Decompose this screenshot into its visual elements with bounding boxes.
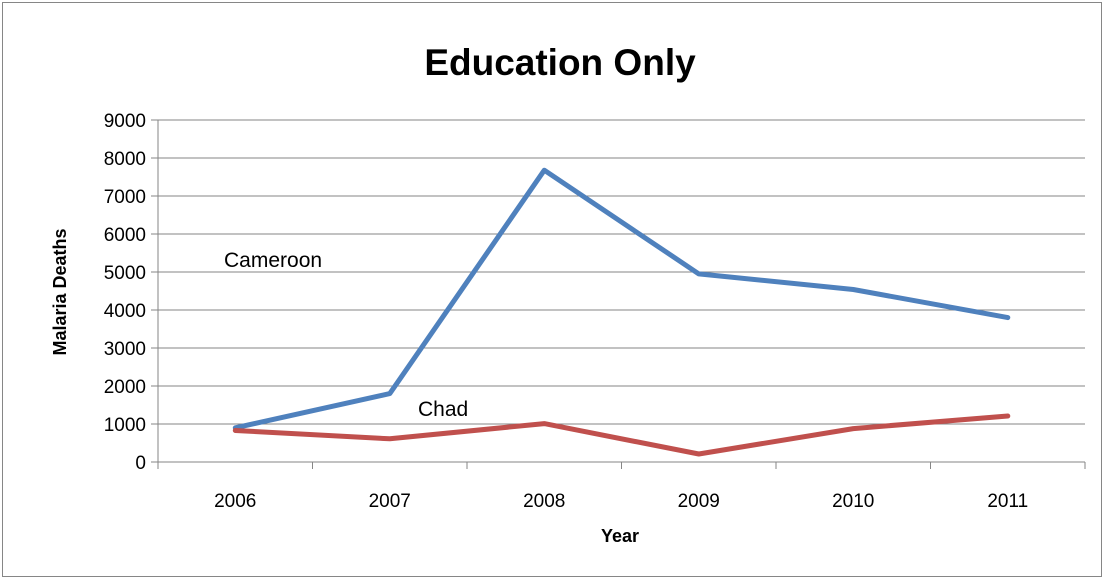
x-tick-labels: 2006 2007 2008 2009 2010 2011 [214,491,1028,512]
series-line-chad [232,413,1011,457]
line-chart: Education Only 0 1000 2000 3000 4000 5000 6000… [50,42,1086,546]
y-tick-label: 9000 [104,111,146,132]
chart-title: Education Only [424,42,696,83]
y-tick-label: 2000 [104,377,146,398]
y-tick-label: 6000 [104,225,146,246]
series-lines [232,167,1011,457]
annotation-chad: Chad [418,398,468,421]
x-tick-label: 2009 [678,491,720,512]
y-axis-title: Malaria Deaths [50,228,70,355]
y-tick-label: 4000 [104,301,146,322]
y-tick-label: 0 [135,453,146,474]
series-line-cameroon [232,167,1011,431]
x-tick-label: 2007 [369,491,411,512]
gridlines [158,119,1085,425]
y-tick-labels: 0 1000 2000 3000 4000 5000 6000 7000 8000 9000 [104,111,146,474]
y-tick-label: 7000 [104,187,146,208]
annotation-cameroon: Cameroon [224,249,322,272]
y-tick-label: 3000 [104,339,146,360]
x-tick-label: 2008 [523,491,565,512]
x-axis-title: Year [601,526,639,546]
x-tick-label: 2006 [214,491,256,512]
y-tick-label: 5000 [104,263,146,284]
y-tick-label: 1000 [104,415,146,436]
y-tick-label: 8000 [104,149,146,170]
x-tick-label: 2011 [987,491,1028,512]
axes [151,119,1086,469]
x-tick-label: 2010 [832,491,874,512]
